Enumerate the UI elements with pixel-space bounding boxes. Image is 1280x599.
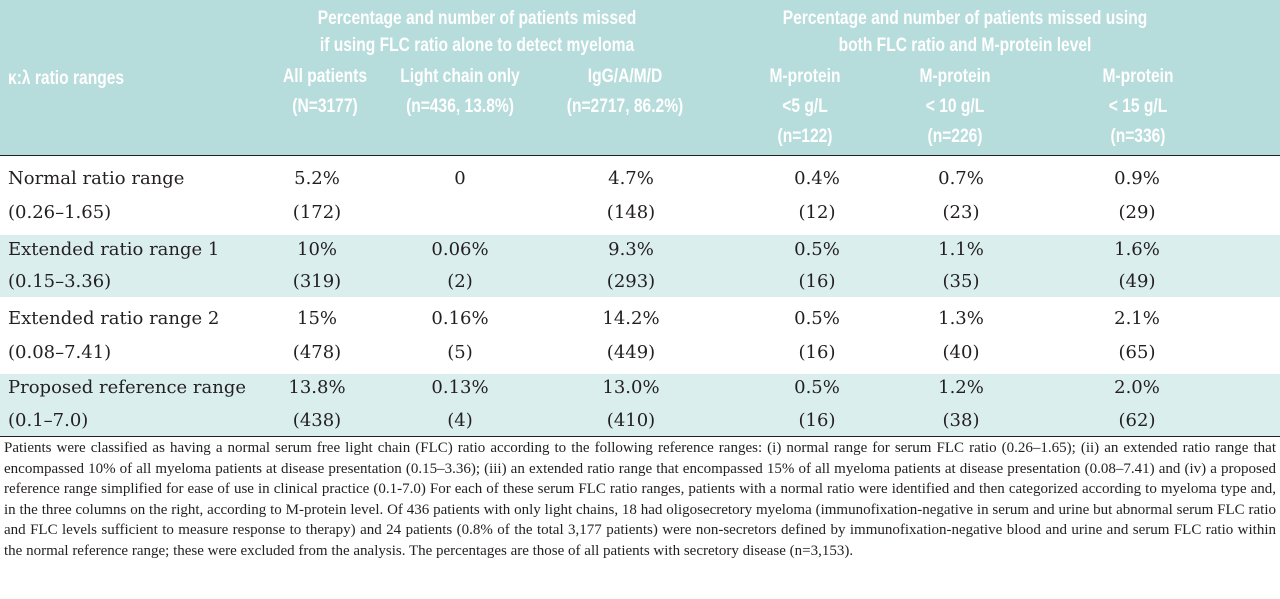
cell-count: (293)	[606, 271, 656, 292]
cell-pct: 0.06%	[431, 239, 489, 260]
row-range-proposed: (0.1–7.0)	[8, 410, 89, 431]
cell-count: (16)	[798, 342, 836, 363]
header-group1-line1: Percentage and number of patients missed	[317, 8, 637, 29]
col-igg-line1: IgG/A/M/D	[587, 66, 663, 87]
cell-count: (16)	[798, 410, 836, 431]
header-group2-line1: Percentage and number of patients missed…	[782, 8, 1148, 29]
col-mprot5-line2: <5 g/L	[782, 96, 828, 117]
col-mprot15-line1: M-protein	[1102, 66, 1174, 87]
cell-pct: 1.2%	[938, 377, 984, 398]
col-mprot10-line1: M-protein	[919, 66, 991, 87]
col-mprot15-line3: (n=336)	[1110, 126, 1166, 147]
cell-pct: 1.6%	[1114, 239, 1160, 260]
cell-count: (5)	[447, 342, 473, 363]
table-footnote: Patients were classified as having a nor…	[4, 440, 1276, 559]
cell-count: (65)	[1118, 342, 1156, 363]
cell-pct: 5.2%	[294, 168, 340, 189]
col-all-line1: All patients	[283, 66, 367, 87]
cell-pct: 1.1%	[938, 239, 984, 260]
row-band-extended-1	[0, 235, 1280, 297]
col-all-line2: (N=3177)	[292, 96, 358, 117]
col-mprot5-line3: (n=122)	[777, 126, 833, 147]
header-divider	[0, 155, 1280, 156]
col-mprot10-line3: (n=226)	[927, 126, 983, 147]
row-label-extended-2: Extended ratio range 2	[8, 308, 220, 329]
table-header: Percentage and number of patients missed…	[0, 0, 1280, 155]
cell-pct: 2.0%	[1114, 377, 1160, 398]
cell-pct: 14.2%	[602, 308, 660, 329]
row-range-extended-1: (0.15–3.36)	[8, 271, 112, 292]
row-band-proposed	[0, 374, 1280, 436]
cell-pct: 0.5%	[794, 377, 840, 398]
cell-count: (12)	[798, 202, 836, 223]
cell-count: (29)	[1118, 202, 1156, 223]
cell-pct: 0.5%	[794, 239, 840, 260]
cell-pct: 0.9%	[1114, 168, 1160, 189]
header-group2-line2: both FLC ratio and M-protein level	[838, 35, 1092, 56]
col-mprot15-line2: < 15 g/L	[1108, 96, 1168, 117]
cell-count: (438)	[292, 410, 342, 431]
row-range-extended-2: (0.08–7.41)	[8, 342, 112, 363]
cell-pct: 4.7%	[608, 168, 654, 189]
cell-pct: 0.16%	[431, 308, 489, 329]
col-igg-line2: (n=2717, 86.2%)	[566, 96, 684, 117]
cell-pct: 0.5%	[794, 308, 840, 329]
cell-count: (40)	[942, 342, 980, 363]
cell-count: (16)	[798, 271, 836, 292]
cell-count: (148)	[606, 202, 656, 223]
cell-pct: 1.3%	[938, 308, 984, 329]
table-bottom-rule	[0, 436, 1280, 437]
cell-count: (38)	[942, 410, 980, 431]
header-row-label: κ:λ ratio ranges	[8, 68, 125, 89]
col-lightchain-line2: (n=436, 13.8%)	[406, 96, 514, 117]
row-label-normal: Normal ratio range	[8, 168, 185, 189]
cell-pct: 0.7%	[938, 168, 984, 189]
col-mprot10-line2: < 10 g/L	[925, 96, 985, 117]
cell-pct: 0	[454, 168, 466, 189]
cell-count: (478)	[292, 342, 342, 363]
row-label-extended-1: Extended ratio range 1	[8, 239, 220, 260]
cell-count: (319)	[292, 271, 342, 292]
cell-pct: 9.3%	[608, 239, 654, 260]
cell-count: (49)	[1118, 271, 1156, 292]
cell-pct: 0.4%	[794, 168, 840, 189]
cell-count: (449)	[606, 342, 656, 363]
cell-pct: 2.1%	[1114, 308, 1160, 329]
cell-pct: 0.13%	[431, 377, 489, 398]
row-label-proposed: Proposed reference range	[8, 377, 247, 398]
cell-pct: 13.8%	[288, 377, 346, 398]
cell-count: (2)	[447, 271, 473, 292]
row-range-normal: (0.26–1.65)	[8, 202, 112, 223]
col-lightchain-line1: Light chain only	[400, 66, 520, 87]
cell-pct: 10%	[296, 239, 338, 260]
cell-pct: 13.0%	[602, 377, 660, 398]
col-mprot5-line1: M-protein	[769, 66, 841, 87]
cell-pct: 15%	[296, 308, 338, 329]
cell-count: (35)	[942, 271, 980, 292]
cell-count: (62)	[1118, 410, 1156, 431]
cell-count: (23)	[942, 202, 980, 223]
header-group1-line2: if using FLC ratio alone to detect myelo…	[319, 35, 635, 56]
cell-count: (172)	[292, 202, 342, 223]
cell-count: (4)	[447, 410, 473, 431]
cell-count: (410)	[606, 410, 656, 431]
